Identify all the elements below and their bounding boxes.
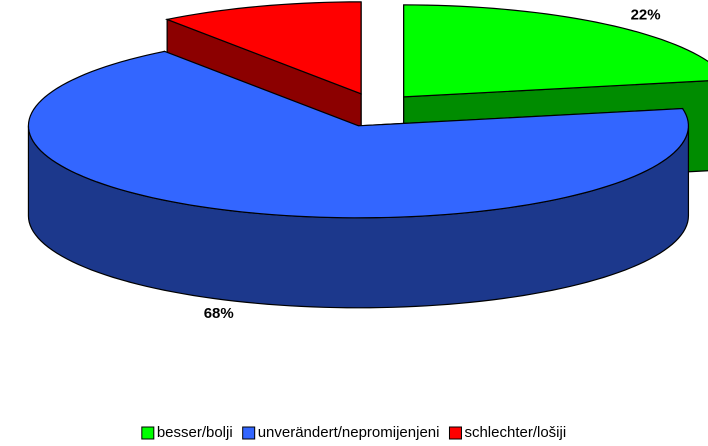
legend-swatch <box>242 426 256 440</box>
slice-top <box>403 4 708 98</box>
legend-swatch <box>448 426 462 440</box>
legend-label: unverändert/nepromijenjeni <box>258 424 440 441</box>
data-label: 68% <box>204 305 234 322</box>
slice-top <box>164 1 362 95</box>
data-label: 22% <box>631 6 661 23</box>
legend-swatch <box>141 426 155 440</box>
legend-label: schlechter/lošiji <box>464 424 566 441</box>
slice-top <box>27 50 689 219</box>
legend-label: besser/bolji <box>157 424 233 441</box>
data-label: 10% <box>229 0 259 1</box>
legend: besser/bolji unverändert/nepromijenjeni sc… <box>141 424 566 441</box>
slice <box>27 50 690 309</box>
